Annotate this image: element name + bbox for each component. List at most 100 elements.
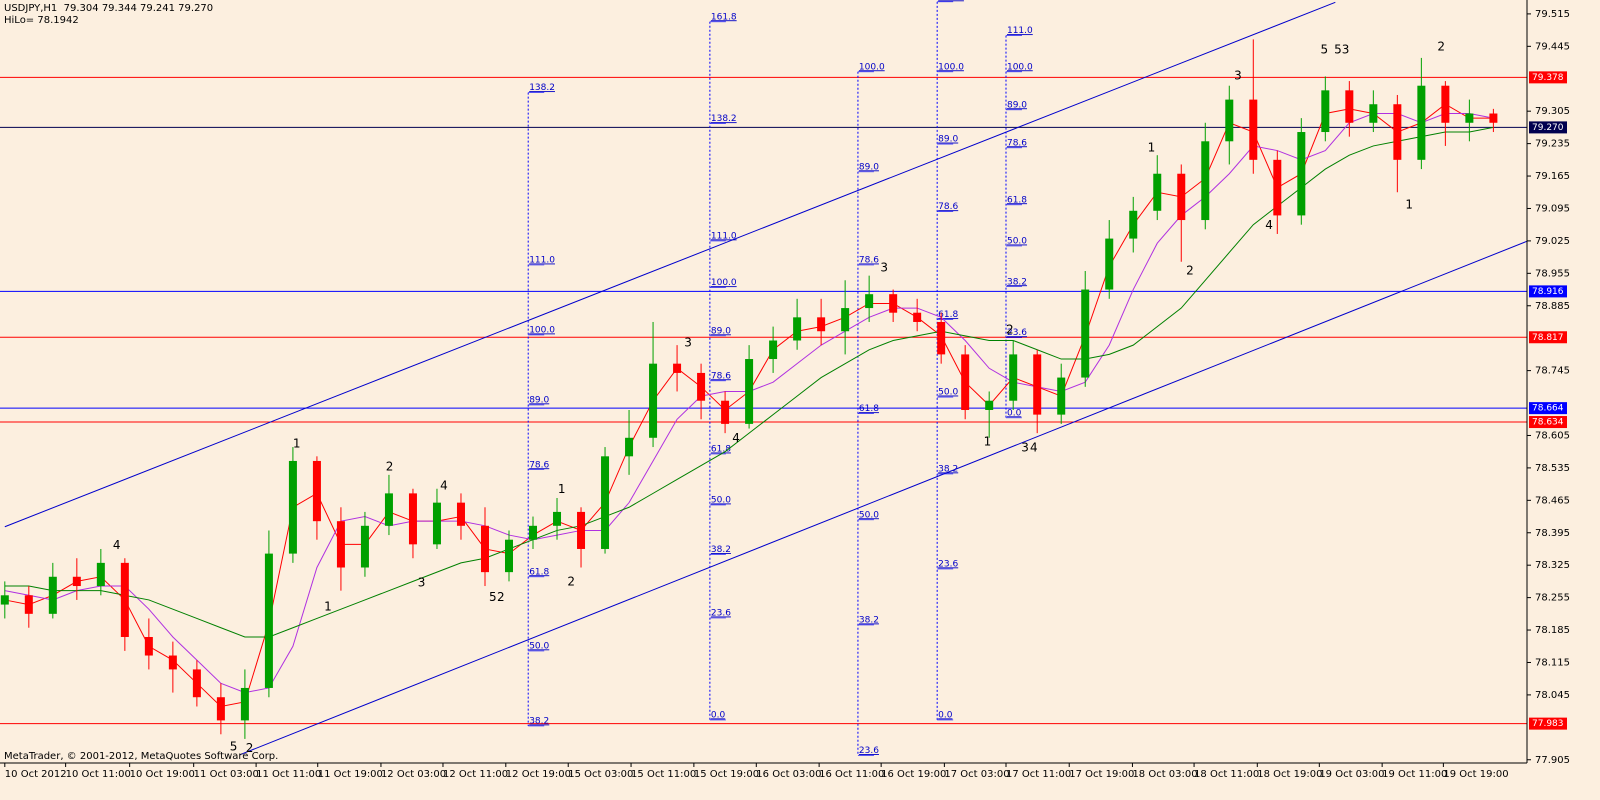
candle-body: [1297, 132, 1306, 216]
fib-label: 50.0: [1007, 236, 1027, 246]
y-tick-label: 78.535: [1535, 463, 1570, 474]
candle-body: [24, 595, 33, 614]
wave-label: 1: [1405, 197, 1413, 211]
y-tick-label: 79.235: [1535, 139, 1570, 150]
x-tick-label: 16 Oct 11:00: [819, 769, 884, 780]
wave-label: 1: [293, 436, 301, 450]
fib-label: 50.0: [859, 510, 879, 520]
fib-label: 111.0: [938, 0, 964, 2]
candle-body: [264, 553, 273, 688]
candle-body: [577, 511, 586, 549]
candle-body: [1441, 85, 1450, 123]
axes: 79.515 79.445 79.305 79.235 79.165 79.095 79.0…: [4, 9, 1570, 780]
candle-body: [625, 437, 634, 457]
fib-label: 89.0: [711, 326, 731, 336]
price-level-box: [1529, 71, 1567, 84]
fib-label: 23.6: [938, 559, 958, 569]
candle-body: [1465, 113, 1474, 123]
candle-body: [1393, 104, 1402, 160]
fib-label: 100.0: [1007, 62, 1033, 72]
y-tick-label: 79.305: [1535, 106, 1570, 117]
wave-label: 2: [246, 741, 254, 755]
candle-body: [1057, 377, 1066, 415]
fib-label: 78.6: [938, 202, 958, 212]
wave-label: 4: [732, 431, 740, 445]
fib-label: 89.0: [859, 162, 879, 172]
wave-label: 3: [880, 260, 888, 274]
candle-body: [1129, 210, 1138, 239]
candle-body: [144, 636, 153, 656]
price-level-box: [1529, 121, 1567, 134]
candle-body: [721, 400, 730, 424]
fib-label: 61.8: [529, 567, 549, 577]
y-tick-label: 77.905: [1535, 755, 1570, 766]
fib-label: 61.8: [1007, 195, 1027, 205]
x-tick-label: 15 Oct 19:00: [694, 769, 759, 780]
candle-body: [216, 697, 225, 721]
candle-body: [1009, 354, 1018, 401]
wave-label: 3: [684, 335, 692, 349]
x-tick-label: 10 Oct 19:00: [130, 769, 195, 780]
candle-body: [769, 340, 778, 360]
fib-label: 61.8: [938, 310, 958, 320]
candle-body: [865, 294, 874, 309]
y-tick-label: 78.115: [1535, 657, 1570, 668]
wave-label: 2: [386, 459, 394, 473]
wave-label: 4: [1265, 218, 1273, 232]
y-tick-label: 78.045: [1535, 690, 1570, 701]
price-level-label: 78.916: [1532, 287, 1564, 297]
fib-label: 78.6: [711, 371, 731, 381]
moving-average: [4, 126, 1494, 638]
candle-body: [745, 359, 754, 424]
wave-label: 5: [230, 739, 238, 753]
y-tick-label: 78.605: [1535, 430, 1570, 441]
candle-body: [1201, 141, 1210, 221]
x-tick-label: 16 Oct 19:00: [881, 769, 946, 780]
fib-label: 138.2: [711, 114, 737, 124]
candle-body: [96, 562, 105, 587]
candle-body: [1273, 159, 1282, 216]
chart-subtitle: HiLo= 78.1942: [4, 15, 79, 26]
y-tick-label: 78.325: [1535, 560, 1570, 571]
y-tick-label: 78.465: [1535, 495, 1570, 506]
candle-body: [841, 308, 850, 332]
candle-body: [1081, 289, 1090, 378]
wave-label: 4: [113, 538, 121, 552]
fib-label: 38.2: [711, 545, 731, 555]
candle-body: [793, 317, 802, 341]
candle-body: [240, 687, 249, 721]
wave-label: 2: [1437, 39, 1445, 53]
fib-label: 38.2: [859, 615, 879, 625]
x-tick-label: 11 Oct 11:00: [256, 769, 321, 780]
x-tick-label: 18 Oct 19:00: [1257, 769, 1322, 780]
price-level-box: [1529, 402, 1567, 415]
price-level-label: 79.270: [1532, 123, 1564, 133]
candle-body: [601, 456, 610, 549]
candle-body: [961, 354, 970, 410]
candle-body: [817, 317, 826, 332]
fib-label: 100.0: [529, 325, 555, 335]
candle-body: [1489, 113, 1498, 123]
wave-label: 2: [567, 574, 575, 588]
fib-label: 111.0: [1007, 26, 1033, 36]
y-tick-label: 78.955: [1535, 268, 1570, 279]
candle-body: [529, 525, 538, 540]
fib-label: 0.0: [1007, 408, 1022, 418]
y-tick-label: 79.025: [1535, 236, 1570, 247]
x-tick-label: 19 Oct 11:00: [1382, 769, 1447, 780]
y-tick-label: 78.885: [1535, 301, 1570, 312]
candle-body: [1417, 85, 1426, 160]
price-level-label: 78.634: [1532, 418, 1564, 428]
chart-title: USDJPY,H1 79.304 79.344 79.241 79.270: [4, 3, 213, 14]
fib-label: 38.2: [938, 464, 958, 474]
wave-label: 4: [1030, 440, 1038, 454]
x-tick-label: 19 Oct 19:00: [1443, 769, 1508, 780]
x-tick-label: 11 Oct 03:00: [194, 769, 259, 780]
candle-body: [1369, 104, 1378, 123]
candle-body: [1177, 173, 1186, 221]
candle-body: [360, 525, 369, 568]
candle-body: [408, 493, 417, 545]
candle-body: [192, 669, 201, 698]
candle-body: [1033, 354, 1042, 415]
wave-label: 5: [1321, 43, 1329, 57]
